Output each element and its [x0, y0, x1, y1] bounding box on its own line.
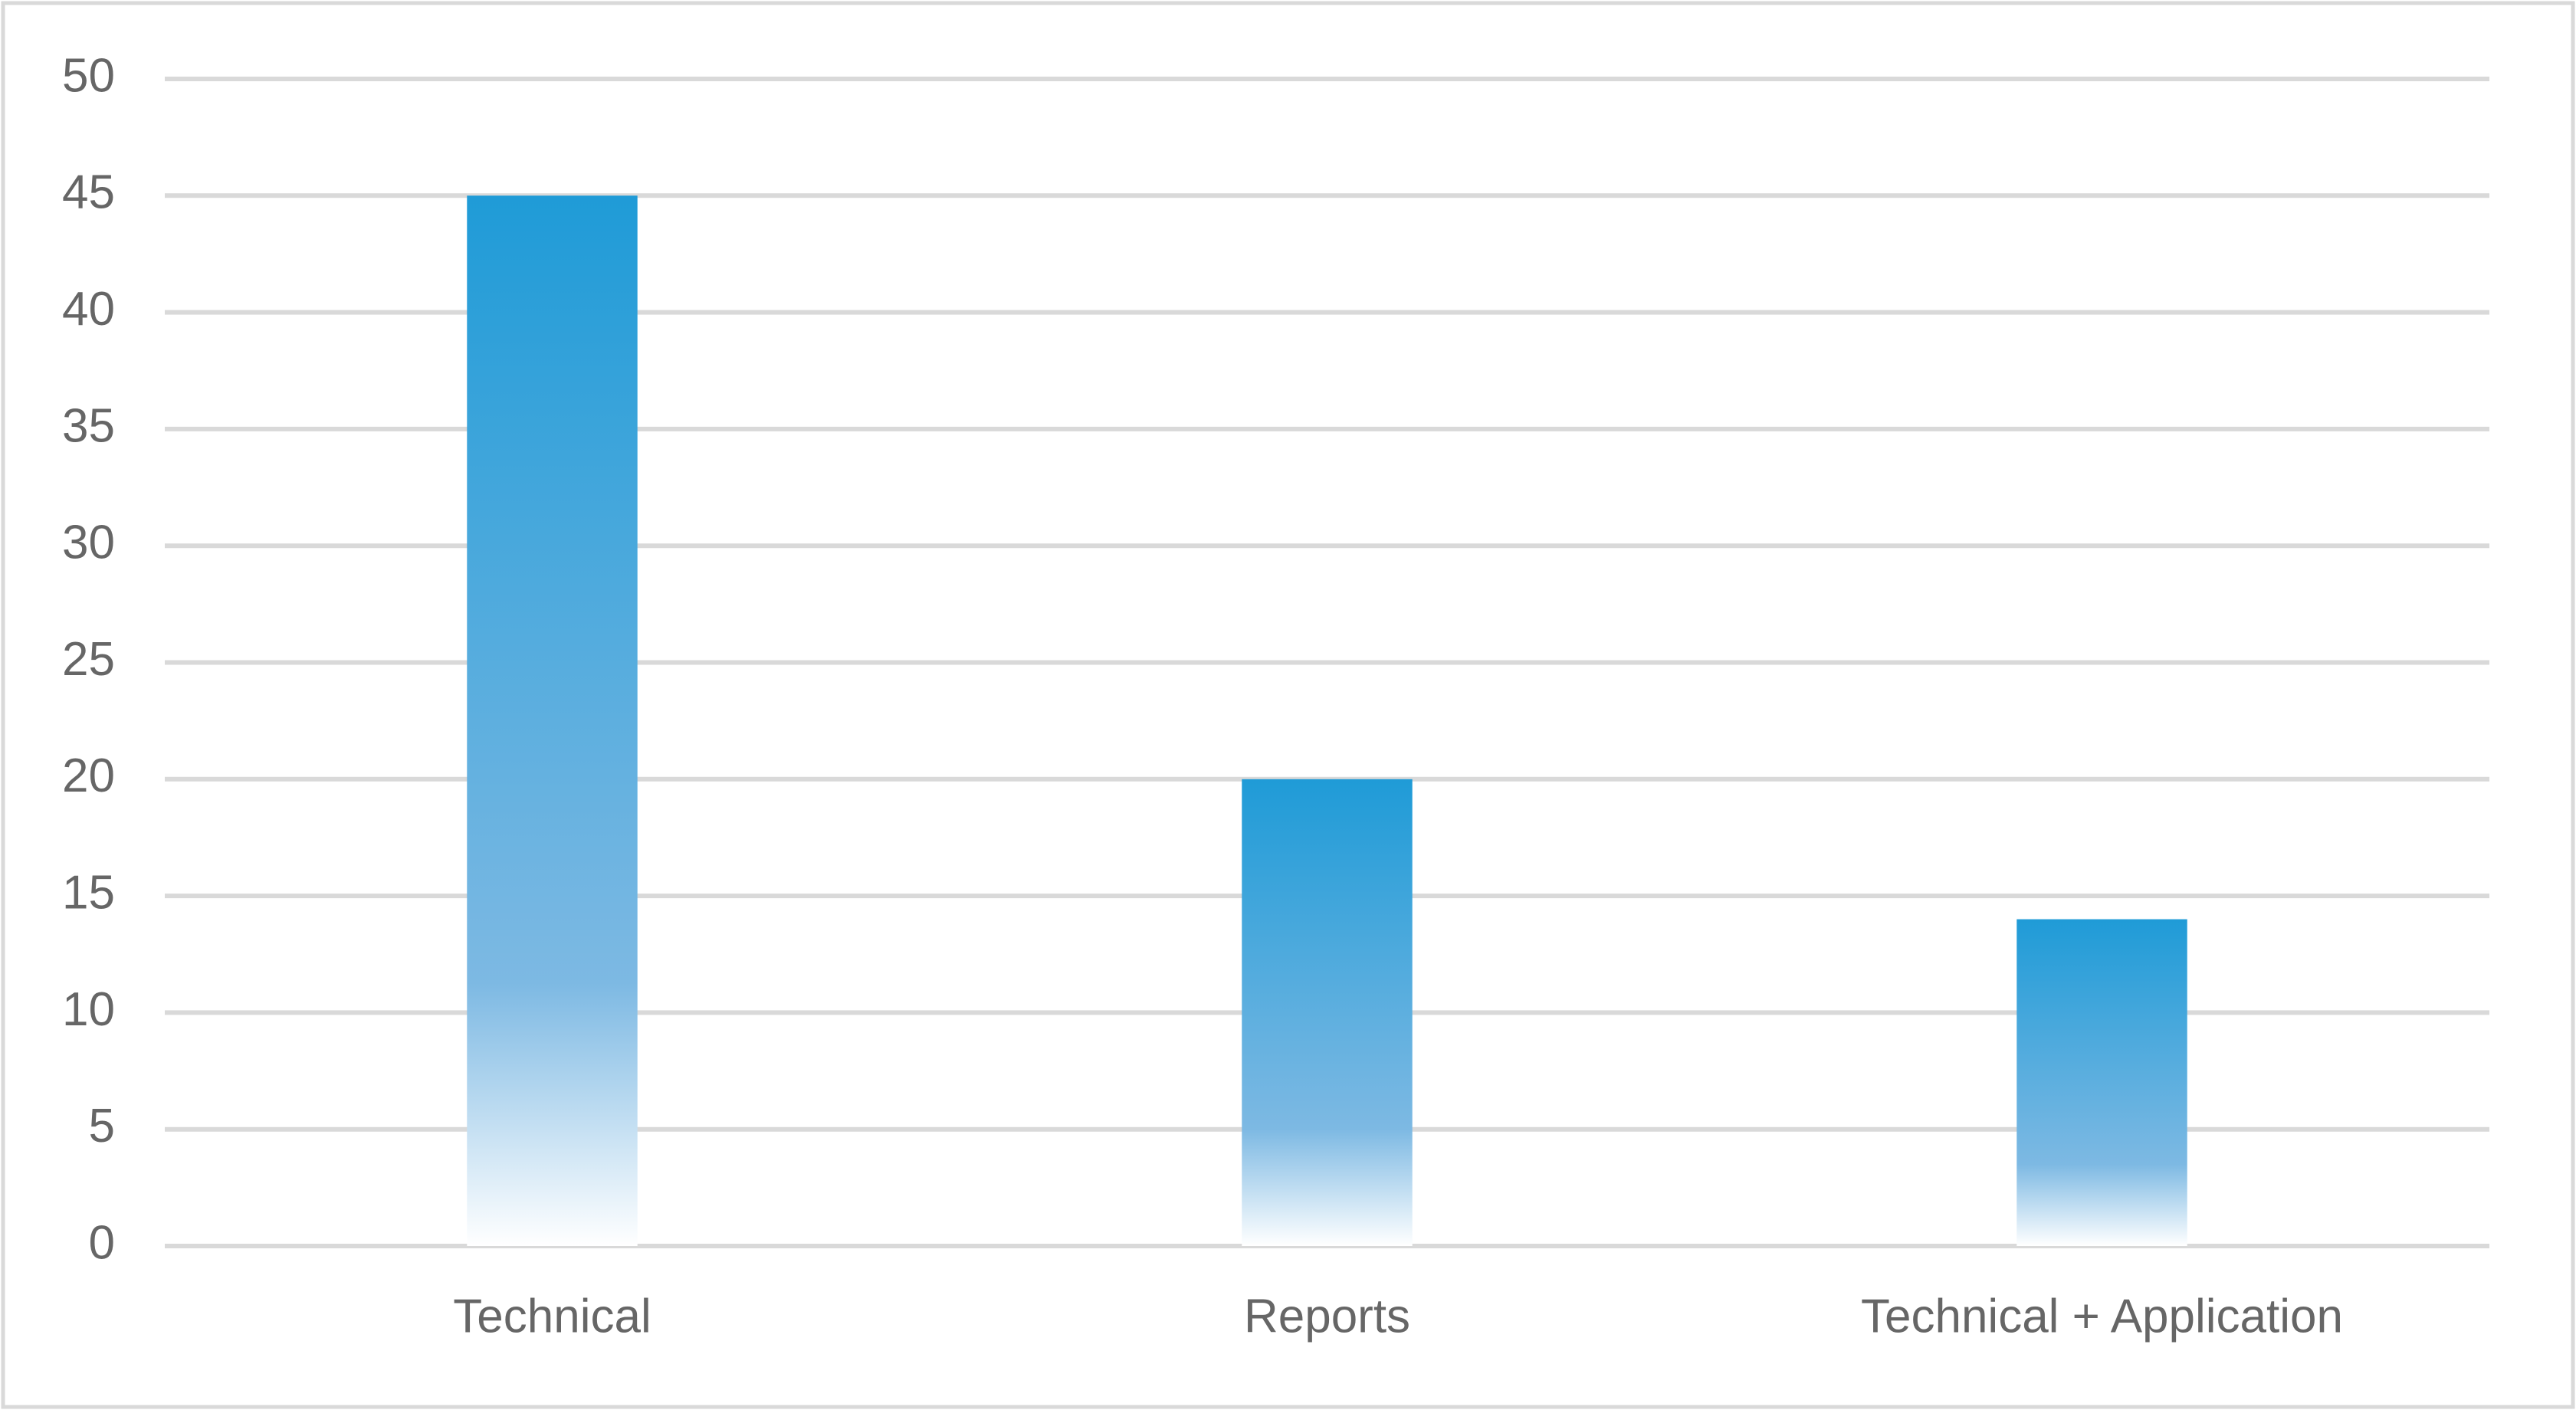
y-tick-label: 40 [62, 283, 115, 336]
y-tick-label: 50 [62, 49, 115, 102]
bar [467, 195, 638, 1246]
y-tick-label: 10 [62, 983, 115, 1036]
bar [1242, 779, 1413, 1246]
y-tick-label: 0 [89, 1216, 115, 1269]
bar [2016, 919, 2187, 1246]
y-tick-label: 15 [62, 866, 115, 919]
y-tick-label: 20 [62, 749, 115, 802]
x-tick-label: Technical [453, 1290, 651, 1343]
x-tick-label: Technical + Application [1861, 1290, 2343, 1343]
y-tick-label: 25 [62, 633, 115, 686]
y-tick-label: 5 [89, 1100, 115, 1153]
y-tick-label: 35 [62, 399, 115, 452]
y-tick-label: 30 [62, 516, 115, 569]
x-tick-label: Reports [1244, 1290, 1410, 1343]
y-tick-label: 45 [62, 166, 115, 219]
